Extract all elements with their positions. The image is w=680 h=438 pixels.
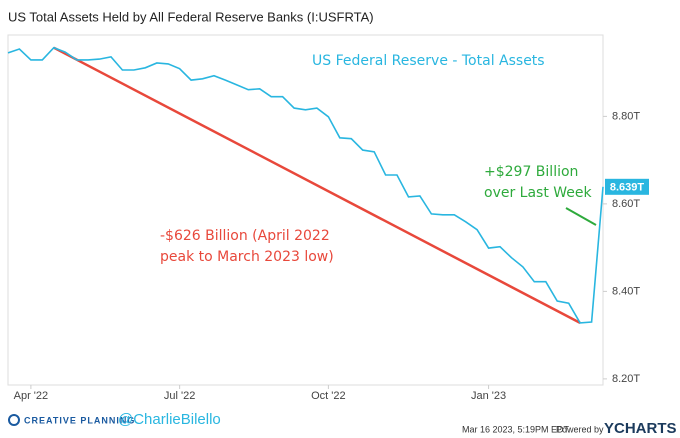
- y-tick-label: 8.40T: [612, 285, 640, 297]
- annotation: US Federal Reserve - Total Assets: [312, 53, 545, 69]
- annotation: +$297 Billion: [484, 164, 578, 180]
- footer: CREATIVE PLANNING @CharlieBilello Mar 16…: [8, 411, 677, 437]
- brand: CREATIVE PLANNING: [24, 415, 135, 425]
- series-line: [7, 46, 604, 324]
- annotation: over Last Week: [484, 185, 593, 201]
- value-label: 8.639T: [610, 182, 645, 194]
- x-tick-label: Oct '22: [311, 390, 346, 402]
- annotation: peak to March 2023 low): [160, 249, 334, 265]
- x-tick-label: Jan '23: [471, 390, 506, 402]
- chart-title: US Total Assets Held by All Federal Rese…: [8, 9, 374, 24]
- logo: [8, 414, 20, 426]
- y-tick-label: 8.60T: [612, 198, 640, 210]
- plot-frame: [7, 34, 604, 386]
- powered-by: Powered by: [556, 424, 604, 434]
- annotation-arrow: [565, 207, 597, 226]
- handle: @CharlieBilello: [118, 411, 221, 428]
- trend-line: [53, 46, 581, 324]
- annotation: -$626 Billion (April 2022: [160, 228, 330, 244]
- y-tick-label: 8.80T: [612, 110, 640, 122]
- x-tick-label: Apr '22: [14, 390, 49, 402]
- x-tick-label: Jul '22: [164, 390, 195, 402]
- value-label-box: [605, 178, 649, 195]
- timestamp: Mar 16 2023, 5:19PM EDT.: [462, 424, 571, 434]
- y-tick-label: 8.20T: [612, 373, 640, 385]
- source: YCHARTS: [604, 420, 677, 437]
